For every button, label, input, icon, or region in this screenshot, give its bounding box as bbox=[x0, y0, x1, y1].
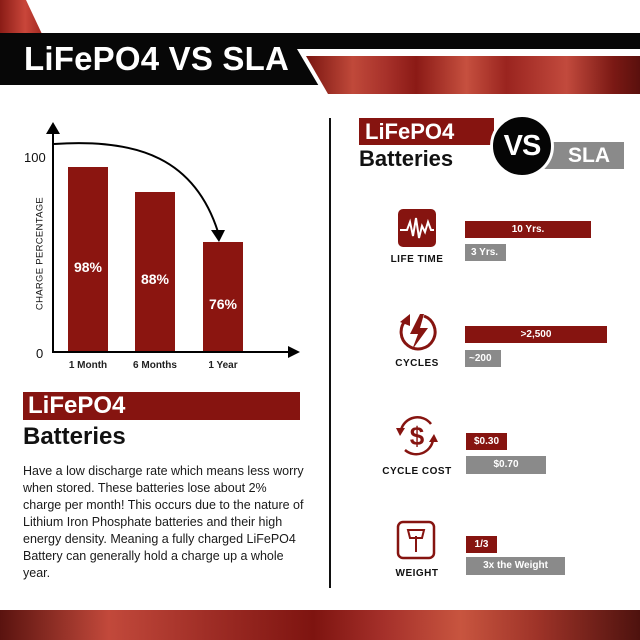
comparison-left-title: LiFePO4 bbox=[365, 119, 455, 144]
x-tick: 1 Month bbox=[68, 360, 108, 371]
lifepo4-cycles-bar: >2,500 bbox=[465, 326, 607, 343]
comparison-sla-band: SLA bbox=[540, 142, 624, 169]
dollar-cycle-icon: $ bbox=[396, 416, 438, 456]
lifepo4-description: Have a low discharge rate which means le… bbox=[23, 464, 304, 580]
decay-arrow-icon bbox=[53, 142, 225, 242]
bar-value: 88% bbox=[140, 271, 170, 287]
lifepo4-cycle-cost-bar: $0.30 bbox=[466, 433, 507, 450]
sla-weight-bar: 3x the Weight bbox=[466, 557, 565, 575]
y-axis-arrow-icon bbox=[46, 122, 60, 134]
x-axis bbox=[52, 351, 290, 353]
bar-value: 98% bbox=[73, 259, 103, 275]
vs-label: VS bbox=[503, 130, 542, 162]
x-tick: 1 Year bbox=[208, 360, 238, 371]
bar-1-year bbox=[203, 242, 243, 351]
bar-1-month bbox=[68, 167, 108, 351]
lifepo4-life-time-bar: 10 Yrs. bbox=[465, 221, 591, 238]
x-tick: 6 Months bbox=[133, 360, 177, 371]
svg-text:$: $ bbox=[410, 421, 425, 451]
lifepo4-subtitle: Batteries bbox=[23, 423, 126, 450]
lightning-cycle-icon bbox=[399, 314, 437, 351]
comparison-left-subtitle: Batteries bbox=[359, 146, 454, 171]
comparison-right-title: SLA bbox=[568, 144, 610, 167]
metric-label-cycles: CYCLES bbox=[395, 358, 439, 369]
comparison-lifepo4-band: LiFePO4 bbox=[359, 118, 494, 145]
metric-label-cycle-cost: CYCLE COST bbox=[382, 466, 452, 477]
header-ribbon-decoration bbox=[306, 56, 640, 94]
metric-label-life-time: LIFE TIME bbox=[390, 254, 444, 265]
vertical-divider bbox=[329, 118, 331, 588]
sla-life-time-bar: 3 Yrs. bbox=[465, 244, 506, 261]
lifepo4-band-title: LiFePO4 bbox=[28, 392, 126, 419]
heartbeat-icon bbox=[398, 209, 436, 247]
sla-cycles-bar: ~200 bbox=[465, 350, 501, 367]
y-axis bbox=[52, 130, 54, 352]
page-title: LiFePO4 VS SLA bbox=[24, 40, 290, 77]
x-axis-arrow-icon bbox=[288, 346, 300, 358]
metric-label-weight: WEIGHT bbox=[395, 568, 439, 579]
y-axis-label: CHARGE PERCENTAGE bbox=[34, 196, 46, 311]
scale-icon bbox=[396, 520, 436, 560]
lifepo4-band: LiFePO4 bbox=[23, 392, 300, 420]
bar-6-months bbox=[135, 192, 175, 351]
charge-chart: 100 0 CHARGE PERCENTAGE 98% 88% 76% 1 Mo… bbox=[0, 120, 320, 380]
lifepo4-weight-bar: 1/3 bbox=[466, 536, 497, 553]
bar-value: 76% bbox=[208, 296, 238, 312]
vs-badge: VS bbox=[490, 114, 554, 178]
y-tick-100: 100 bbox=[24, 150, 46, 165]
y-tick-0: 0 bbox=[36, 346, 44, 361]
footer-ribbon-decoration bbox=[0, 610, 640, 640]
sla-cycle-cost-bar: $0.70 bbox=[466, 456, 546, 474]
corner-ribbon-decoration bbox=[0, 0, 42, 34]
